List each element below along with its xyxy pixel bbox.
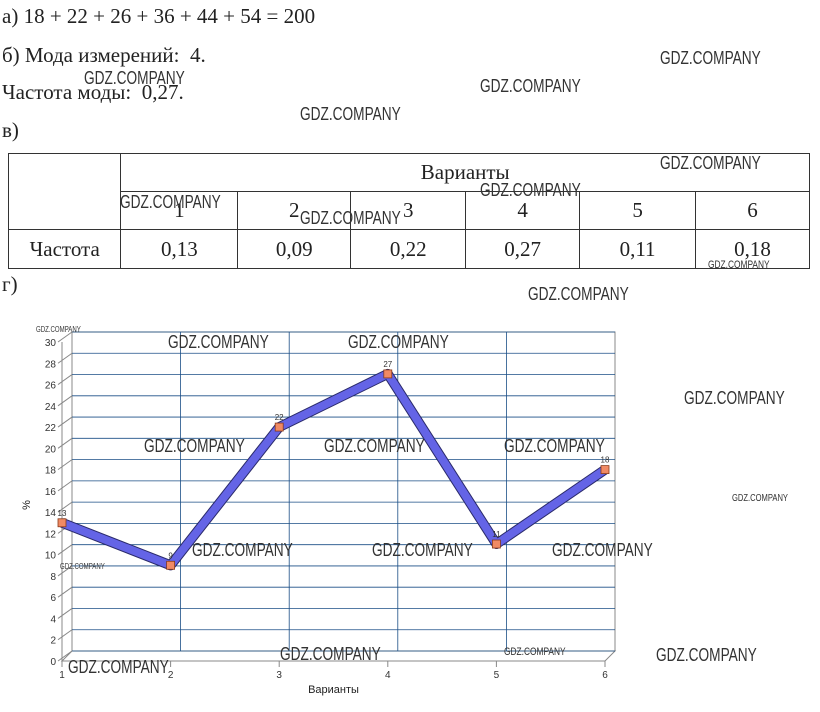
tick-mark	[57, 331, 73, 343]
tick-mark	[57, 395, 73, 407]
row-label: Частота	[7, 229, 122, 269]
y-tick-label: 2	[50, 636, 56, 647]
table-header: Варианты	[120, 153, 810, 192]
marker	[57, 518, 67, 528]
watermark: GDZ.COMPANY	[36, 325, 81, 334]
y-tick-label: 22	[45, 423, 57, 434]
y-tick-label: 4	[50, 614, 56, 625]
tick-mark	[57, 629, 73, 641]
line-a: а) 18 + 22 + 26 + 36 + 44 + 54 = 200	[2, 4, 316, 28]
y-tick-label: 20	[45, 444, 57, 455]
y-tick-label: 24	[45, 402, 57, 413]
y-tick-label: 26	[45, 381, 57, 392]
cell: 0,09	[237, 229, 352, 269]
watermark: GDZ.COMPANY	[324, 436, 425, 456]
data-label: 13	[58, 509, 67, 518]
column-header: 3	[350, 191, 467, 230]
tick-mark	[57, 544, 73, 556]
watermark: GDZ.COMPANY	[732, 493, 788, 504]
tick-mark	[57, 650, 73, 662]
y-tick-label: 6	[50, 593, 56, 604]
watermark: GDZ.COMPANY	[144, 436, 245, 456]
x-tick-label: 6	[602, 670, 608, 681]
marker	[383, 369, 393, 379]
x-tick-label: 3	[276, 670, 282, 681]
watermark: GDZ.COMPANY	[60, 562, 105, 571]
data-label: 11	[492, 530, 501, 539]
marker	[491, 539, 501, 549]
watermark: GDZ.COMPANY	[656, 645, 757, 665]
y-tick-label: 16	[45, 487, 57, 498]
marker	[166, 560, 176, 570]
cell	[7, 153, 122, 230]
column-header: 1	[120, 191, 239, 230]
data-label: 9	[168, 551, 173, 560]
data-label: 27	[383, 360, 392, 369]
tick-mark	[57, 480, 73, 492]
y-tick-label: 0	[50, 657, 56, 668]
y-axis-label: %	[21, 500, 33, 510]
watermark: GDZ.COMPANY	[660, 153, 761, 173]
watermark: GDZ.COMPANY	[684, 388, 785, 408]
watermark: GDZ.COMPANY	[348, 332, 449, 352]
y-tick-label: 10	[45, 551, 57, 562]
x-axis-label: Варианты	[308, 684, 359, 696]
column-header: 5	[579, 191, 697, 230]
watermark: GDZ.COMPANY	[280, 644, 381, 664]
watermark: GDZ.COMPANY	[504, 436, 605, 456]
y-tick-label: 18	[45, 466, 57, 477]
marker	[600, 465, 610, 475]
watermark: GDZ.COMPANY	[372, 540, 473, 560]
tick-mark	[57, 586, 73, 598]
watermark: GDZ.COMPANY	[300, 104, 401, 124]
watermark: GDZ.COMPANY	[480, 76, 581, 96]
watermark: GDZ.COMPANY	[120, 192, 221, 212]
line-b: б) Мода измерений: 4.	[2, 43, 206, 67]
y-tick-label: 28	[45, 359, 57, 370]
tick-mark	[57, 374, 73, 385]
cell: 0,22	[350, 229, 467, 269]
y-tick-label: 12	[45, 529, 57, 540]
cell: 0,18	[695, 229, 810, 269]
y-tick-label: 30	[45, 338, 57, 349]
x-tick-label: 1	[59, 670, 65, 681]
plot-wall	[71, 331, 616, 652]
tick-mark	[57, 416, 73, 428]
line-v: в)	[2, 118, 19, 142]
y-tick-label: 8	[50, 572, 56, 583]
watermark: GDZ.COMPANY	[528, 284, 629, 304]
tick-mark	[57, 565, 73, 577]
x-tick-label: 2	[168, 670, 174, 681]
cell: 0,11	[579, 229, 697, 269]
tick-mark	[57, 459, 73, 471]
x-tick-label: 4	[385, 670, 391, 681]
cell: 0,27	[465, 229, 581, 269]
watermark: GDZ.COMPANY	[68, 657, 169, 677]
line	[60, 369, 608, 570]
y-tick-label: 14	[45, 508, 57, 519]
watermark: GDZ.COMPANY	[480, 180, 581, 200]
watermark: GDZ.COMPANY	[504, 646, 566, 658]
x-tick-label: 5	[494, 670, 500, 681]
tick-mark	[57, 437, 73, 449]
data-label: 22	[275, 413, 284, 422]
watermark: GDZ.COMPANY	[552, 540, 653, 560]
tick-mark	[57, 501, 73, 513]
watermark: GDZ.COMPANY	[660, 48, 761, 68]
marker	[274, 422, 284, 432]
watermark: GDZ.COMPANY	[708, 259, 770, 271]
watermark: GDZ.COMPANY	[192, 540, 293, 560]
line-c: Частота моды: 0,27.	[2, 80, 184, 104]
data-label: 18	[601, 456, 610, 465]
watermark: GDZ.COMPANY	[84, 68, 185, 88]
tick-mark	[57, 352, 73, 364]
line-g: г)	[2, 272, 18, 296]
watermark: GDZ.COMPANY	[300, 208, 401, 228]
tick-mark	[57, 608, 73, 619]
watermark: GDZ.COMPANY	[168, 332, 269, 352]
